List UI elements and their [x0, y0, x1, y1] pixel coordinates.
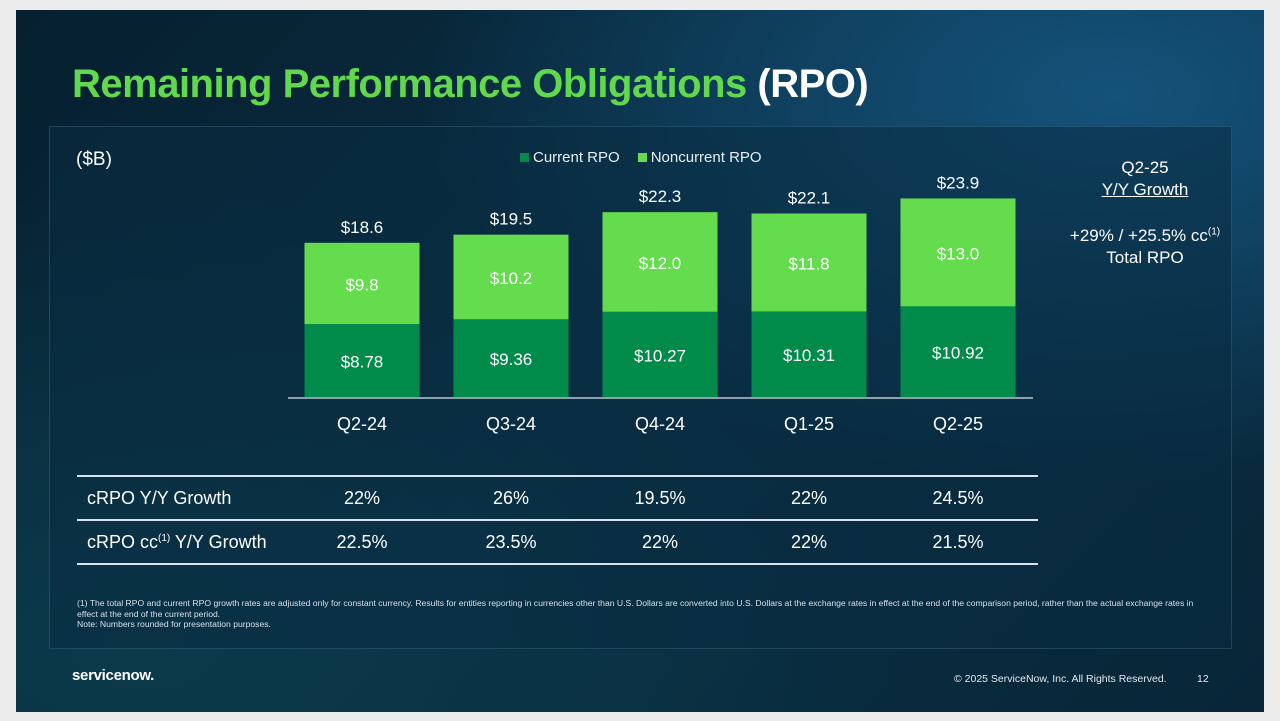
- page-title: Remaining Performance Obligations (RPO): [72, 62, 869, 107]
- row-label-footnote-ref: (1): [158, 532, 171, 544]
- sidebar-growth: Q2-25 Y/Y Growth +29% / +25.5% cc(1) Tot…: [1055, 157, 1235, 269]
- chart-panel: ($B) Current RPO Noncurrent RPO $8.78 $9.…: [49, 126, 1232, 649]
- x-tick-q2-24: Q2-24: [337, 414, 387, 434]
- label-noncurrent-q1-25: $11.8: [788, 254, 829, 273]
- title-suffix: (RPO): [757, 62, 869, 106]
- legend-noncurrent-label: Noncurrent RPO: [650, 149, 762, 166]
- sidebar-growth-value: +29% / +25.5% cc(1): [1055, 225, 1235, 247]
- table-cell: 22%: [641, 531, 679, 552]
- row-label-text: cRPO Y/Y Growth: [87, 487, 232, 508]
- growth-text: +29% / +25.5% cc: [1069, 226, 1208, 245]
- bar-current-q3-24: [453, 319, 569, 397]
- legend-current-swatch: [520, 153, 529, 162]
- sidebar-subheading: Y/Y Growth: [1101, 180, 1189, 199]
- row-label-text: cRPO cc: [87, 531, 159, 552]
- label-current-q4-24: $10.27: [634, 346, 686, 365]
- sidebar-growth-label: Total RPO: [1106, 248, 1184, 267]
- x-tick-q3-24: Q3-24: [486, 414, 536, 434]
- label-current-q3-24: $9.36: [490, 350, 533, 369]
- sidebar-heading: Q2-25: [1121, 158, 1169, 177]
- legend-noncurrent-swatch: [637, 153, 647, 162]
- table-cell: 23.5%: [485, 531, 537, 552]
- x-tick-q4-24: Q4-24: [635, 414, 685, 434]
- growth-footnote-ref: (1): [1207, 226, 1221, 238]
- table-cell: 22.5%: [336, 531, 388, 552]
- label-total-q2-25: $23.9: [937, 173, 980, 192]
- table-row: cRPO cc(1) Y/Y Growth 22.5% 23.5% 22% 22% 21.…: [77, 519, 1038, 565]
- bar-current-q1-25: [751, 311, 867, 397]
- table-row: cRPO Y/Y Growth 22% 26% 19.5% 22% 24.5%: [77, 475, 1038, 519]
- table-cell: 22%: [790, 531, 828, 552]
- table-cell: 22%: [343, 487, 381, 508]
- chart-legend: Current RPO Noncurrent RPO: [520, 149, 762, 166]
- x-tick-q1-25: Q1-25: [784, 414, 834, 434]
- label-total-q3-24: $19.5: [490, 210, 533, 229]
- bar-noncurrent-q2-25: [900, 198, 1016, 307]
- slide: Remaining Performance Obligations (RPO) …: [16, 10, 1264, 712]
- copyright: © 2025 ServiceNow, Inc. All Rights Reser…: [954, 673, 1167, 685]
- page-number: 12: [1197, 673, 1209, 685]
- label-total-q1-25: $22.1: [788, 188, 831, 207]
- legend-current: Current RPO: [520, 149, 620, 166]
- bar-noncurrent-q2-24: [304, 242, 420, 325]
- bar-current-q2-25: [900, 306, 1016, 397]
- row-label-suffix: Y/Y Growth: [170, 531, 267, 552]
- legend-noncurrent: Noncurrent RPO: [637, 149, 762, 166]
- label-current-q2-25: $10.92: [932, 344, 984, 363]
- title-main: Remaining Performance Obligations: [72, 62, 747, 106]
- table-row-label: cRPO Y/Y Growth: [77, 488, 297, 509]
- bar-noncurrent-q3-24: [453, 234, 569, 320]
- label-noncurrent-q4-24: $12.0: [639, 254, 682, 273]
- table-cell: 24.5%: [932, 487, 984, 508]
- bar-noncurrent-q1-25: [751, 213, 867, 312]
- rpo-bar-chart: $8.78 $9.8 $18.6 Q2-24 $9.36 $10.2 $19.5 Q3-24 $…: [288, 173, 1033, 434]
- label-noncurrent-q2-24: $9.8: [345, 275, 378, 294]
- legend-current-label: Current RPO: [533, 149, 620, 166]
- table-cell: 22%: [790, 487, 828, 508]
- label-current-q2-24: $8.78: [341, 353, 384, 372]
- table-cell: 19.5%: [634, 487, 686, 508]
- footnote-1: (1) The total RPO and current RPO growth…: [77, 598, 1194, 619]
- table-cell: 26%: [492, 487, 530, 508]
- x-tick-q2-25: Q2-25: [933, 414, 983, 434]
- bar-current-q4-24: [602, 311, 718, 397]
- label-noncurrent-q2-25: $13.0: [937, 244, 980, 263]
- bar-noncurrent-q4-24: [602, 212, 718, 312]
- table-row-label: cRPO cc(1) Y/Y Growth: [77, 532, 297, 553]
- label-total-q2-24: $18.6: [341, 218, 384, 237]
- label-noncurrent-q3-24: $10.2: [490, 269, 533, 288]
- bar-current-q2-24: [304, 324, 420, 397]
- unit-label: ($B): [76, 149, 112, 170]
- label-total-q4-24: $22.3: [639, 187, 682, 206]
- servicenow-logo: servicenow.: [72, 667, 155, 684]
- label-current-q1-25: $10.31: [783, 346, 835, 365]
- table-cell: 21.5%: [932, 531, 984, 552]
- footnote-note: Note: Numbers rounded for presentation p…: [77, 619, 271, 629]
- footnotes: (1) The total RPO and current RPO growth…: [77, 598, 1197, 630]
- growth-table: cRPO Y/Y Growth 22% 26% 19.5% 22% 24.5% cRPO c…: [77, 475, 1038, 565]
